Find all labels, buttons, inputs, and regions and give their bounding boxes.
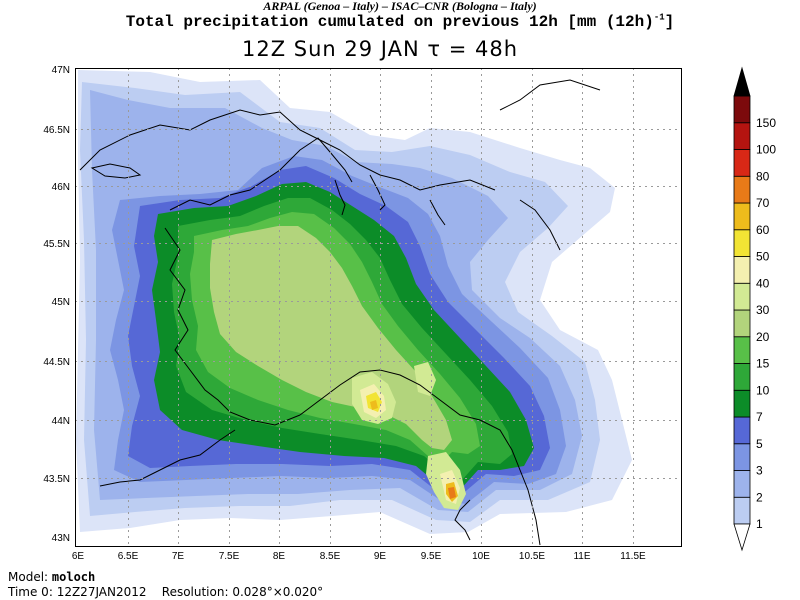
- upper-border-ne: [499, 79, 601, 111]
- lon-tick-9-5: 9.5E: [421, 551, 442, 562]
- run-info-line: Time 0: 12Z27JAN2012 Resolution: 0.028°×…: [8, 585, 323, 599]
- map-frame: [75, 68, 682, 547]
- chart-title: Total precipitation cumulated on previou…: [0, 12, 800, 32]
- lat-tick-44-5: 44.5N: [43, 357, 70, 368]
- colorbar-box: [733, 95, 751, 124]
- swiss-border: [79, 109, 496, 191]
- title-close: ]: [664, 13, 675, 31]
- colorbar-level-label: 40: [756, 276, 770, 290]
- coastlines-borders: [79, 79, 601, 546]
- lon-tick-11: 11E: [573, 551, 590, 562]
- forecast-time-subtitle: 12Z Sun 29 JAN τ = 48h: [242, 37, 518, 61]
- colorbar-level-label: 5: [756, 437, 763, 451]
- colorbar-level-label: 7: [756, 410, 763, 424]
- precipitation-map: 47N 46.5N 46N 45.5N 45N 44.5N 44N 43.5N …: [43, 65, 776, 562]
- ligurian-coast-italy: [299, 369, 541, 546]
- french-border: [164, 227, 301, 426]
- colorbar-box: [733, 496, 751, 525]
- corsica-coast: [454, 499, 471, 541]
- precipitation-field: [76, 70, 632, 534]
- model-label: Model:: [8, 570, 49, 584]
- colorbar-box: [733, 443, 751, 471]
- precip-contour-70mm: [448, 487, 456, 499]
- colorbar-box: [733, 256, 751, 284]
- resolution-label: Resolution:: [161, 585, 229, 599]
- colorbar-box: [733, 122, 751, 150]
- colorbar-min-arrow: [733, 523, 751, 552]
- ligurian-coast: [99, 429, 236, 487]
- lon-tick-7-5: 7.5E: [219, 551, 240, 562]
- colorbar-box: [733, 336, 751, 364]
- latitude-labels: 47N 46.5N 46N 45.5N 45N 44.5N 44N 43.5N …: [43, 65, 70, 544]
- colorbar-box: [733, 363, 751, 391]
- time-value: 12Z27JAN2012: [56, 585, 147, 599]
- colorbar-level-label: 50: [756, 250, 770, 264]
- lon-tick-6: 6E: [72, 551, 85, 562]
- lat-tick-43-5: 43.5N: [43, 474, 70, 485]
- colorbar-level-label: 10: [756, 383, 770, 397]
- lat-tick-45-5: 45.5N: [43, 239, 70, 250]
- colorbar-level-label: 70: [756, 196, 770, 210]
- lat-tick-46: 46N: [52, 182, 70, 193]
- colorbar-box: [733, 149, 751, 177]
- colorbar-level-label: 2: [756, 490, 763, 504]
- colorbar-box: [733, 416, 751, 445]
- istria-coast: [519, 199, 561, 251]
- precip-contour-70mm-north: [370, 400, 378, 410]
- colorbar-box: [733, 470, 751, 498]
- colorbar-box: [733, 309, 751, 338]
- colorbar-level-label: 60: [756, 223, 770, 237]
- colorbar-level-label: 1: [756, 517, 763, 531]
- colorbar-level-label: 150: [756, 116, 776, 130]
- lon-tick-7: 7E: [172, 551, 185, 562]
- lake-garda: [429, 199, 446, 226]
- lake-como: [369, 174, 386, 211]
- colorbar-box: [733, 202, 751, 231]
- resolution-value: 0.028°×0.020°: [232, 585, 324, 599]
- lon-tick-8-5: 8.5E: [320, 551, 341, 562]
- colorbar-level-label: 100: [756, 143, 776, 157]
- lat-tick-44: 44N: [52, 416, 70, 427]
- colorbar-level-label: 30: [756, 303, 770, 317]
- lake-geneva: [90, 163, 142, 179]
- lat-tick-46-5: 46.5N: [43, 125, 70, 136]
- credit-line: ARPAL (Genoa – Italy) – ISAC–CNR (Bologn…: [263, 0, 537, 13]
- colorbar-level-label: 20: [756, 330, 770, 344]
- time-label: Time 0:: [8, 585, 53, 599]
- lon-tick-10-5: 10.5E: [519, 551, 545, 562]
- longitude-labels: 6E 6.5E 7E 7.5E 8E 8.5E 9E 9.5E 10E 10.5…: [72, 551, 646, 562]
- lake-maggiore: [334, 179, 346, 216]
- colorbar-level-label: 80: [756, 169, 770, 183]
- graticule: [75, 68, 681, 546]
- colorbar-box: [733, 175, 751, 204]
- lat-tick-47: 47N: [52, 65, 70, 76]
- colorbar-level-label: 3: [756, 464, 763, 478]
- colorbar: 1 2 3 5 7 10 15 20 30 40 50 60 70 80 100 150: [733, 66, 776, 552]
- lat-tick-43: 43N: [52, 533, 70, 544]
- colorbar-level-label: 15: [756, 357, 770, 371]
- lon-tick-11-5: 11.5E: [620, 551, 646, 562]
- lon-tick-9: 9E: [374, 551, 387, 562]
- title-text: Total precipitation cumulated on previou…: [125, 13, 654, 31]
- precip-contour-40mm-east: [414, 362, 436, 396]
- alpine-border: [169, 137, 353, 211]
- colorbar-box: [733, 389, 751, 418]
- model-value: moloch: [51, 570, 96, 584]
- lon-tick-8: 8E: [273, 551, 286, 562]
- model-line: Model: moloch: [8, 570, 95, 584]
- lat-tick-45: 45N: [52, 297, 70, 308]
- lon-tick-6-5: 6.5E: [118, 551, 139, 562]
- colorbar-box: [733, 282, 751, 311]
- colorbar-max-arrow: [733, 66, 751, 97]
- title-exponent: -1: [653, 12, 665, 23]
- colorbar-box: [733, 229, 751, 257]
- lon-tick-10: 10E: [472, 551, 490, 562]
